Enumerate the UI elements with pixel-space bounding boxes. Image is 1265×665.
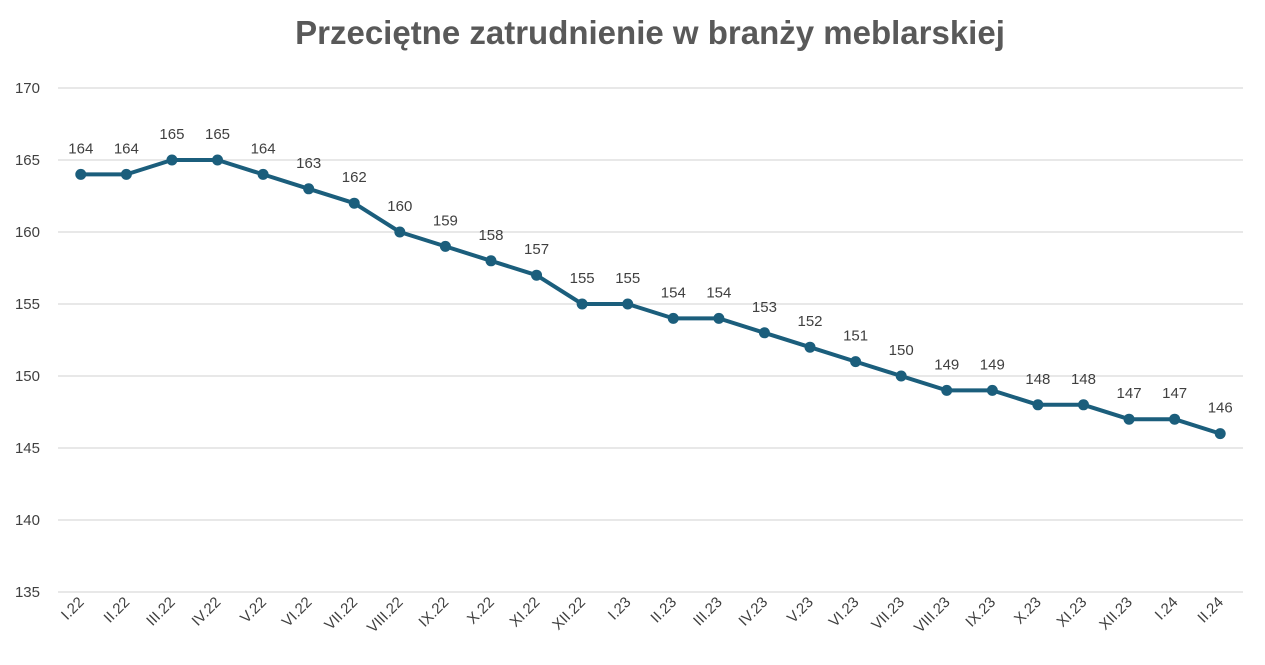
data-point bbox=[120, 168, 132, 180]
x-tick-label: VII.23 bbox=[868, 594, 908, 634]
y-tick-label: 155 bbox=[15, 296, 40, 313]
data-labels: 164 164 165 165 164 163 162 160 159 158 157 155 155 1… bbox=[68, 126, 1232, 417]
y-tick-label: 140 bbox=[15, 512, 40, 529]
data-point bbox=[667, 312, 679, 324]
x-tick-label: VII.22 bbox=[321, 594, 361, 634]
x-tick-label: VI.23 bbox=[826, 594, 863, 631]
data-point bbox=[531, 269, 543, 281]
data-label: 155 bbox=[570, 270, 595, 287]
gridlines bbox=[58, 87, 1243, 593]
data-point bbox=[439, 240, 451, 252]
x-tick-label: III.23 bbox=[690, 594, 726, 630]
x-tick-label: VIII.23 bbox=[911, 594, 954, 637]
data-label: 147 bbox=[1162, 385, 1187, 402]
x-tick-label: II.22 bbox=[101, 594, 134, 627]
y-tick-label: 150 bbox=[15, 368, 40, 385]
x-tick-label: XI.22 bbox=[507, 594, 544, 631]
y-axis-ticks: 135 140 145 150 155 160 165 170 bbox=[15, 80, 40, 601]
data-point bbox=[1077, 399, 1089, 411]
x-tick-label: X.22 bbox=[464, 594, 498, 628]
x-tick-label: V.22 bbox=[237, 594, 270, 627]
y-tick-label: 135 bbox=[15, 584, 40, 601]
data-label: 148 bbox=[1025, 371, 1050, 388]
data-label: 164 bbox=[68, 140, 93, 157]
chart-title: Przeciętne zatrudnienie w branży meblars… bbox=[295, 14, 1005, 51]
x-tick-label: II.23 bbox=[647, 594, 680, 627]
x-tick-label: IX.23 bbox=[962, 594, 999, 631]
series-line bbox=[78, 158, 1223, 436]
data-point bbox=[1123, 413, 1135, 425]
x-tick-label: VI.22 bbox=[279, 594, 316, 631]
data-point bbox=[850, 356, 862, 368]
data-point bbox=[394, 226, 406, 238]
data-point bbox=[576, 298, 588, 310]
data-point bbox=[212, 154, 224, 166]
x-tick-label: XII.23 bbox=[1096, 594, 1136, 634]
data-point bbox=[1169, 413, 1181, 425]
x-tick-label: III.22 bbox=[143, 594, 179, 630]
data-label: 149 bbox=[980, 356, 1005, 373]
data-label: 165 bbox=[159, 126, 184, 143]
x-tick-label: X.23 bbox=[1011, 594, 1045, 628]
data-label: 151 bbox=[843, 328, 868, 345]
data-point bbox=[1214, 428, 1226, 440]
data-label: 150 bbox=[889, 342, 914, 359]
x-tick-label: VIII.22 bbox=[364, 594, 407, 637]
y-tick-label: 170 bbox=[15, 80, 40, 97]
x-tick-label: IX.22 bbox=[415, 594, 452, 631]
data-label: 164 bbox=[251, 140, 276, 157]
data-point bbox=[303, 183, 315, 195]
data-label: 160 bbox=[387, 198, 412, 215]
x-tick-label: I.23 bbox=[605, 594, 635, 624]
data-label: 152 bbox=[798, 313, 823, 330]
x-tick-label: I.22 bbox=[58, 594, 88, 624]
data-label: 148 bbox=[1071, 371, 1096, 388]
data-label: 154 bbox=[661, 284, 686, 301]
data-point bbox=[485, 255, 497, 267]
x-axis-ticks: I.22 II.22 III.22 IV.22 V.22 VI.22 VII.22 VIII.… bbox=[58, 594, 1227, 637]
y-tick-label: 160 bbox=[15, 224, 40, 241]
data-point bbox=[713, 312, 725, 324]
data-point bbox=[941, 384, 953, 396]
data-point bbox=[986, 384, 998, 396]
data-point bbox=[1032, 399, 1044, 411]
data-label: 162 bbox=[342, 169, 367, 186]
data-label: 165 bbox=[205, 126, 230, 143]
data-point bbox=[348, 197, 360, 209]
data-label: 153 bbox=[752, 299, 777, 316]
x-tick-label: I.24 bbox=[1152, 594, 1182, 624]
y-tick-label: 145 bbox=[15, 440, 40, 457]
data-label: 164 bbox=[114, 140, 139, 157]
data-point bbox=[804, 341, 816, 353]
x-tick-label: XII.22 bbox=[549, 594, 589, 634]
x-tick-label: II.24 bbox=[1194, 594, 1227, 627]
series-layer bbox=[75, 154, 1226, 440]
data-point bbox=[75, 168, 87, 180]
data-label: 149 bbox=[934, 356, 959, 373]
data-point bbox=[622, 298, 634, 310]
data-label: 158 bbox=[478, 227, 503, 244]
y-tick-label: 165 bbox=[15, 152, 40, 169]
data-point bbox=[257, 168, 269, 180]
data-point bbox=[166, 154, 178, 166]
data-point bbox=[758, 327, 770, 339]
data-label: 147 bbox=[1117, 385, 1142, 402]
data-label: 146 bbox=[1208, 400, 1233, 417]
data-label: 154 bbox=[706, 284, 731, 301]
x-tick-label: XI.23 bbox=[1054, 594, 1091, 631]
x-tick-label: IV.23 bbox=[735, 594, 771, 630]
x-tick-label: V.23 bbox=[784, 594, 817, 627]
data-label: 159 bbox=[433, 212, 458, 229]
x-tick-label: IV.22 bbox=[189, 594, 225, 630]
data-label: 157 bbox=[524, 241, 549, 258]
data-label: 163 bbox=[296, 155, 321, 172]
data-point bbox=[895, 370, 907, 382]
data-label: 155 bbox=[615, 270, 640, 287]
